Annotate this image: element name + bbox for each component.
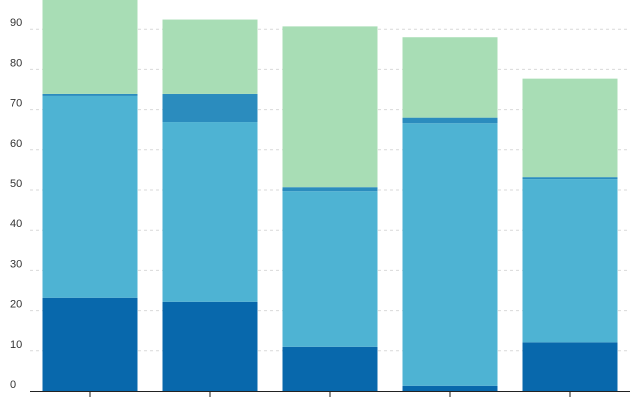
bar-stack-3 xyxy=(282,26,378,391)
bar-5-segment-3 xyxy=(522,177,618,180)
y-tick-label-0: 0 xyxy=(10,379,16,391)
bar-2-segment-4 xyxy=(162,19,258,94)
y-tick-label-30: 30 xyxy=(10,258,22,270)
y-tick-label-60: 60 xyxy=(10,138,22,150)
y-tick-label-50: 50 xyxy=(10,178,22,190)
bar-stack-5 xyxy=(522,78,618,391)
bar-1-segment-1 xyxy=(42,297,138,391)
bar-4-segment-1 xyxy=(402,385,498,391)
bar-5-segment-1 xyxy=(522,342,618,391)
bar-4-segment-2 xyxy=(402,123,498,386)
bar-2-segment-3 xyxy=(162,93,258,123)
bar-3-segment-2 xyxy=(282,191,378,347)
y-tick-label-70: 70 xyxy=(10,98,22,110)
y-tick-label-40: 40 xyxy=(10,218,22,230)
bar-stacks xyxy=(42,0,618,391)
y-tick-label-80: 80 xyxy=(10,57,22,69)
y-tick-label-10: 10 xyxy=(10,339,22,351)
bar-2-segment-1 xyxy=(162,301,258,391)
bar-4-segment-3 xyxy=(402,117,498,124)
y-tick-label-20: 20 xyxy=(10,299,22,311)
bar-1-segment-4 xyxy=(42,0,138,94)
bar-5-segment-4 xyxy=(522,78,618,178)
bar-5-segment-2 xyxy=(522,179,618,343)
bar-3-segment-3 xyxy=(282,187,378,192)
bar-stack-2 xyxy=(162,19,258,391)
bar-stack-4 xyxy=(402,37,498,391)
y-axis-tick-labels: 0 10 20 30 40 50 60 70 80 90 xyxy=(10,17,22,391)
bar-stack-1 xyxy=(42,0,138,391)
x-axis xyxy=(30,391,630,397)
bar-4-segment-4 xyxy=(402,37,498,118)
bar-1-segment-3 xyxy=(42,93,138,96)
bar-1-segment-2 xyxy=(42,95,138,298)
y-tick-label-90: 90 xyxy=(10,17,22,29)
bar-3-segment-1 xyxy=(282,346,378,391)
bar-3-segment-4 xyxy=(282,26,378,188)
bar-2-segment-2 xyxy=(162,122,258,302)
